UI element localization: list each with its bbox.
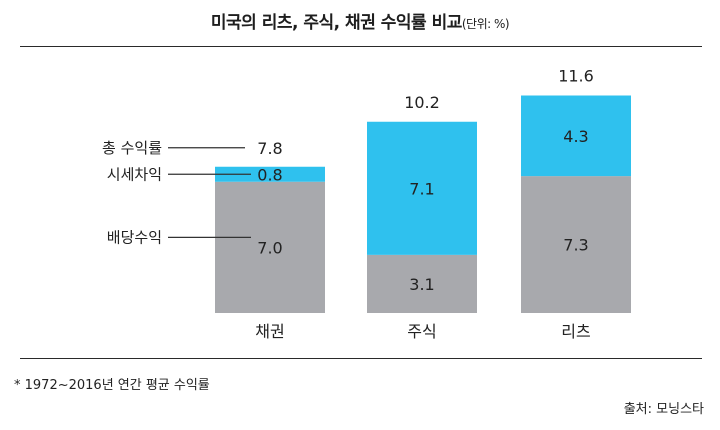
data-label-dividend-1: 3.1 bbox=[409, 275, 434, 294]
category-label-2: 리츠 bbox=[561, 322, 590, 341]
data-label-capital-gain-2: 4.3 bbox=[563, 127, 588, 146]
data-label-capital-gain-0: 0.8 bbox=[257, 165, 282, 184]
bar-dividend-0 bbox=[215, 181, 325, 313]
category-label-1: 주식 bbox=[407, 322, 436, 341]
stacked-bar-chart: 7.0 0.8 7.8 채권 3.1 7.1 10.2 주식 7.3 4.3 11.6 리츠 총 수익률… bbox=[102, 67, 631, 341]
category-label-0: 채권 bbox=[255, 322, 284, 341]
total-label-1: 10.2 bbox=[404, 93, 440, 112]
chart-title: 미국의 리츠, 주식, 채권 수익률 비교(단위: %) bbox=[0, 8, 720, 33]
legend-total-label: 총 수익률 bbox=[102, 139, 162, 157]
total-label-0: 7.8 bbox=[257, 139, 282, 158]
bar-dividend-1 bbox=[367, 254, 477, 313]
source-credit: 출처: 모닝스타 bbox=[623, 402, 704, 417]
legend-capital-gain-label: 시세차익 bbox=[107, 165, 162, 183]
bar-dividend-2 bbox=[521, 176, 631, 313]
bottom-divider bbox=[20, 358, 702, 359]
bar-capital-gain-2 bbox=[521, 95, 631, 177]
data-label-dividend-0: 7.0 bbox=[257, 238, 282, 257]
chart-unit: (단위: %) bbox=[461, 17, 510, 31]
top-divider bbox=[20, 46, 702, 47]
footnote: * 1972~2016년 연간 평균 수익률 bbox=[14, 378, 210, 393]
total-label-2: 11.6 bbox=[558, 67, 594, 86]
data-label-dividend-2: 7.3 bbox=[563, 236, 588, 255]
bar-capital-gain-1 bbox=[367, 121, 477, 255]
chart-title-text: 미국의 리츠, 주식, 채권 수익률 비교 bbox=[210, 13, 462, 33]
bar-capital-gain-0 bbox=[215, 166, 325, 182]
data-label-capital-gain-1: 7.1 bbox=[409, 179, 434, 198]
legend-dividend-label: 배당수익 bbox=[107, 228, 162, 246]
